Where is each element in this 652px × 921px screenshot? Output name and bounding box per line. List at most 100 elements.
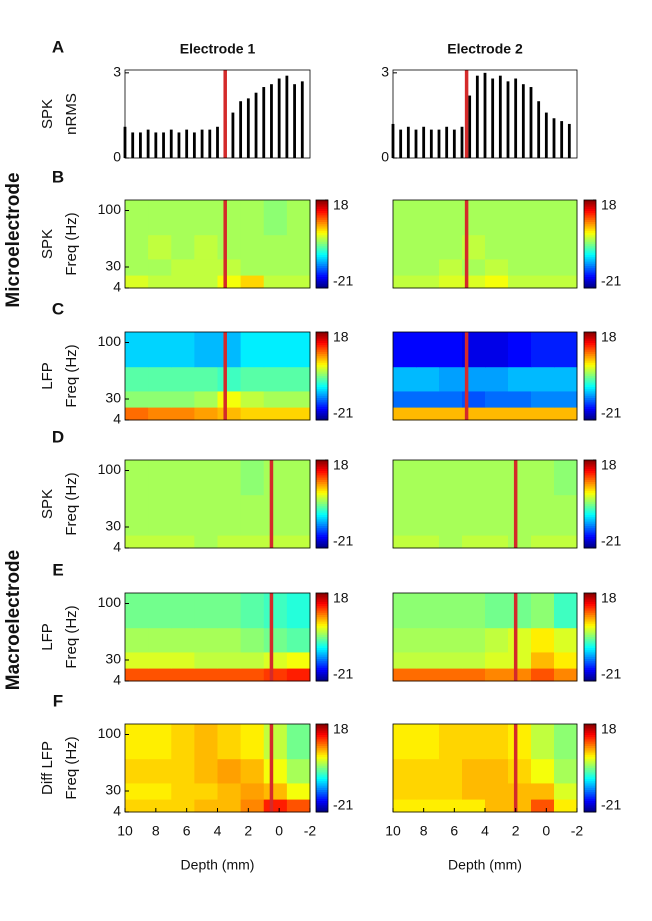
colorbar-frame [583, 723, 597, 813]
colorbar-segment [316, 409, 328, 412]
heatmap-cell [148, 332, 172, 368]
colorbar-segment [584, 508, 596, 512]
heatmap-cell [485, 366, 509, 392]
heatmap-cell [240, 535, 265, 549]
bar [131, 132, 135, 158]
colorbar-segment [316, 266, 328, 269]
heatmap-cell [531, 366, 555, 392]
colorbar-segment [584, 219, 596, 223]
heatmap-cell [263, 275, 288, 289]
heatmap-cell [263, 332, 288, 368]
heatmap-cell [240, 275, 265, 289]
colorbar-segment [316, 510, 328, 514]
colorbar-segment [584, 523, 596, 527]
colorbar-segment [584, 373, 596, 377]
heatmap-cell [263, 627, 288, 653]
bar [139, 132, 142, 158]
heatmap-cell [554, 758, 578, 784]
colorbar-segment [316, 466, 328, 470]
heatmap-cell [148, 668, 172, 682]
colorbar-segment [584, 763, 596, 767]
colorbar-segment [584, 639, 596, 642]
colorbar-segment [584, 255, 596, 258]
colorbar-segment [316, 200, 328, 203]
colorbar-tick-label: 18 [333, 197, 349, 213]
heatmap-cell [194, 724, 218, 760]
colorbar-segment [584, 200, 596, 203]
colorbar-segment [584, 532, 596, 536]
colorbar-segment [316, 336, 328, 340]
colorbar-segment [584, 347, 596, 351]
colorbar-segment [316, 219, 328, 223]
colorbar-segment [316, 656, 328, 660]
colorbar-tick-label: -21 [333, 405, 353, 421]
heatmap-cell [416, 518, 440, 536]
heatmap-cell [125, 258, 149, 276]
colorbar-segment [584, 648, 596, 651]
x-tick-label: 10 [385, 823, 401, 839]
colorbar-segment [584, 272, 596, 276]
heatmap-cell [439, 518, 463, 536]
colorbar-segment [316, 801, 328, 804]
heatmap-cell [148, 758, 172, 784]
heatmap-cell [416, 758, 440, 784]
colorbar-segment [316, 486, 328, 490]
heatmap-cell [171, 535, 195, 549]
colorbar-segment [584, 765, 596, 769]
colorbar-segment [584, 543, 596, 547]
colorbar-segment [316, 663, 328, 667]
colorbar-segment [316, 604, 328, 607]
y-axis-label: Freq (Hz) [63, 605, 80, 668]
heatmap-cell [171, 593, 195, 629]
heatmap-cell [439, 407, 463, 421]
colorbar-segment [584, 770, 596, 773]
colorbar-segment [316, 798, 328, 802]
heatmap-cell [240, 799, 265, 813]
colorbar-segment [316, 475, 328, 479]
heatmap-cell [554, 332, 578, 368]
colorbar-segment [316, 367, 328, 370]
y-axis-label: LFP [39, 362, 56, 390]
colorbar-segment [316, 338, 328, 342]
heatmap-cell [393, 407, 417, 421]
heatmap-cell [416, 535, 440, 549]
colorbar-segment [316, 365, 328, 368]
heatmap-cell [554, 200, 578, 236]
colorbar-segment [316, 730, 328, 734]
heatmap-cell [416, 275, 440, 289]
colorbar-segment [584, 630, 596, 634]
heatmap-cell [439, 366, 463, 392]
colorbar-segment [316, 612, 328, 616]
colorbar-frame [315, 592, 329, 682]
heatmap-cell [416, 407, 440, 421]
colorbar-segment [584, 213, 596, 216]
colorbar-tick-label: 18 [601, 590, 617, 606]
colorbar-segment [584, 761, 596, 765]
heatmap-cell [125, 390, 149, 408]
heatmap-cell [263, 799, 288, 813]
y-tick-label: 3 [381, 64, 389, 80]
colorbar-segment [584, 759, 596, 762]
x-tick-label: 2 [512, 823, 520, 839]
colorbar-segment [584, 794, 596, 798]
heatmap-cell [393, 651, 417, 669]
y-axis-label: SPK [39, 99, 56, 129]
colorbar-segment [584, 661, 596, 664]
heatmap-cell [194, 593, 218, 629]
colorbar-segment [316, 746, 328, 749]
heatmap-cell [439, 651, 463, 669]
heatmap-cell [148, 627, 172, 653]
colorbar-segment [316, 215, 328, 219]
heatmap-cell [531, 234, 555, 260]
colorbar-segment [316, 490, 328, 494]
colorbar-segment [316, 241, 328, 245]
bar [254, 92, 258, 158]
colorbar-frame [583, 331, 597, 421]
colorbar-segment [584, 349, 596, 353]
colorbar-segment [316, 259, 328, 263]
colorbar-segment [584, 610, 596, 614]
colorbar-segment [584, 277, 596, 280]
heatmap-cell [148, 494, 172, 520]
colorbar-segment [316, 676, 328, 680]
bar [560, 121, 564, 158]
